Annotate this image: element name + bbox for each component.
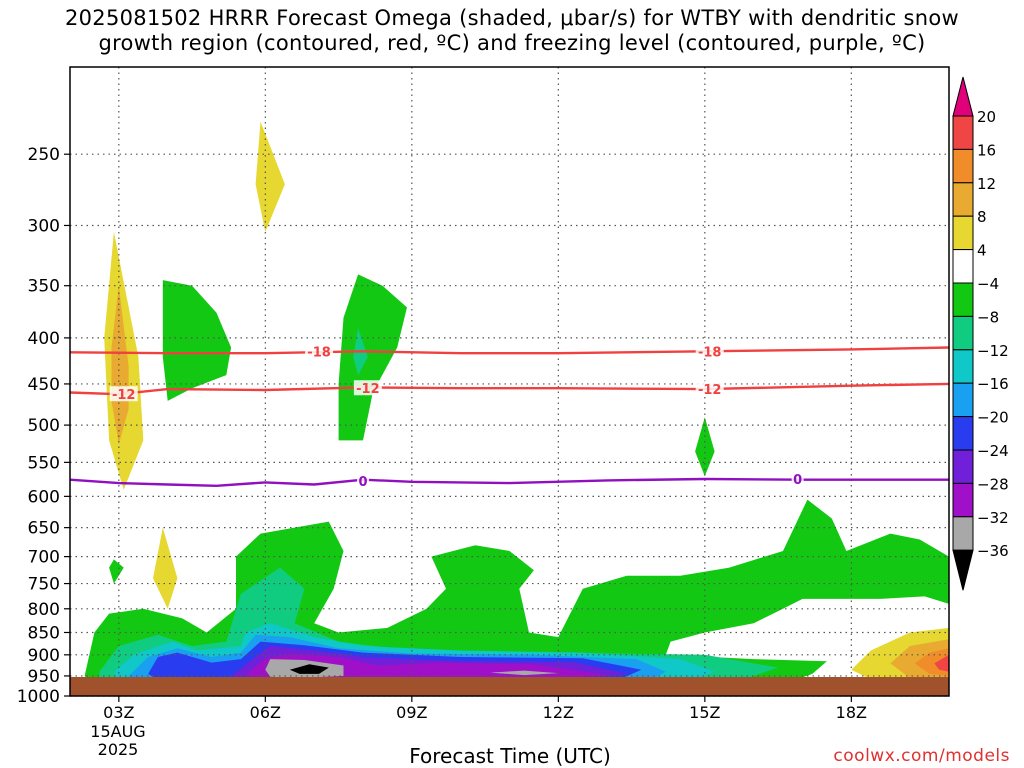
colorbar-label: 4 bbox=[977, 242, 987, 260]
colorbar-segment bbox=[952, 215, 974, 251]
contour-label-bg bbox=[695, 343, 724, 359]
y-tick-label: 850 bbox=[28, 623, 60, 643]
contour-line-1 bbox=[69, 382, 950, 396]
colorbar-label: −12 bbox=[977, 342, 1009, 360]
y-tick-label: 300 bbox=[28, 216, 60, 236]
colorbar-label: −20 bbox=[977, 409, 1009, 427]
omega-region-17 bbox=[490, 670, 559, 676]
contour-label-bg bbox=[357, 473, 369, 489]
colorbar: 20 16 12 8 4 −4 −8 −12 −16 −20 −24 −28 −32 −36 bbox=[952, 76, 1009, 591]
omega-region-18 bbox=[289, 664, 329, 674]
x-tick-label: 09Z bbox=[396, 703, 427, 722]
y-tick-label: 750 bbox=[28, 575, 60, 595]
colorbar-segment bbox=[952, 282, 974, 317]
grid bbox=[70, 67, 949, 697]
colorbar-segment bbox=[952, 449, 974, 484]
omega-region-5 bbox=[338, 274, 407, 441]
colorbar-segment bbox=[952, 382, 974, 418]
contour-label: 0 bbox=[793, 473, 802, 488]
colorbar-label: −16 bbox=[977, 375, 1009, 393]
x-tick-label: 12Z bbox=[543, 703, 574, 722]
contour-label: -12 bbox=[356, 382, 380, 397]
contour-label-bg bbox=[791, 471, 804, 487]
date-label-year: 2025 bbox=[97, 740, 139, 759]
colorbar-segment bbox=[952, 148, 974, 184]
colorbar-label: −8 bbox=[977, 308, 999, 326]
colorbar-segment bbox=[952, 249, 974, 284]
x-tick-label: 18Z bbox=[836, 703, 867, 722]
colorbar-segment bbox=[952, 182, 974, 217]
contour-label: 0 bbox=[358, 475, 367, 490]
contour-label-bg bbox=[305, 343, 334, 359]
y-tick-label: 500 bbox=[28, 416, 60, 436]
colorbar-label: −32 bbox=[977, 509, 1009, 527]
omega-region-8 bbox=[109, 559, 124, 584]
x-axis-label: Forecast Time (UTC) bbox=[409, 744, 611, 768]
ground-surface bbox=[70, 677, 949, 696]
omega-region-3 bbox=[153, 527, 178, 609]
omega-region-2 bbox=[255, 121, 285, 232]
x-axis: 03Z 06Z 09Z 12Z 15Z 18Z bbox=[103, 696, 867, 722]
contour-label-bg bbox=[109, 386, 138, 402]
y-tick-label: 450 bbox=[28, 375, 60, 395]
colorbar-label: 8 bbox=[977, 208, 987, 226]
y-tick-label: 600 bbox=[28, 487, 60, 507]
colorbar-label: 12 bbox=[977, 175, 996, 193]
omega-region-1 bbox=[111, 285, 129, 445]
y-tick-label: 550 bbox=[28, 453, 60, 473]
contours: -18 -18 -12 -12 -12 0 0 bbox=[69, 343, 950, 490]
colorbar-label: −24 bbox=[977, 442, 1009, 460]
colorbar-label: −28 bbox=[977, 475, 1009, 493]
colorbar-label: 16 bbox=[977, 141, 996, 159]
x-tick-label: 03Z bbox=[103, 703, 134, 722]
colorbar-segment bbox=[952, 76, 974, 117]
y-tick-label: 400 bbox=[28, 329, 60, 349]
y-tick-label: 800 bbox=[28, 600, 60, 620]
contour-label: -12 bbox=[698, 383, 722, 398]
chart-title: 2025081502 HRRR Forecast Omega (shaded, … bbox=[64, 6, 959, 55]
contour-label-bg bbox=[353, 380, 382, 396]
omega-region-4 bbox=[162, 280, 232, 401]
colorbar-label: −36 bbox=[977, 542, 1009, 560]
y-tick-label: 250 bbox=[28, 145, 60, 165]
y-tick-label: 700 bbox=[28, 548, 60, 568]
omega-region-22 bbox=[934, 654, 949, 672]
colorbar-label: −4 bbox=[977, 275, 999, 293]
contour-label: -18 bbox=[698, 345, 722, 360]
colorbar-segment bbox=[952, 549, 974, 591]
y-tick-label: 350 bbox=[28, 277, 60, 297]
contour-label: -18 bbox=[307, 345, 331, 360]
contour-label-bg bbox=[695, 381, 724, 397]
colorbar-segment bbox=[952, 416, 974, 451]
colorbar-label: 20 bbox=[977, 108, 996, 126]
credit-link[interactable]: coolwx.com/models bbox=[833, 746, 1010, 766]
x-tick-label: 15Z bbox=[689, 703, 720, 722]
y-tick-label: 950 bbox=[28, 667, 60, 687]
contour-line-0 bbox=[69, 346, 950, 355]
y-axis: 250 300 350 400 450 500 550 600 650 700 750 800 850 9… bbox=[17, 145, 70, 707]
colorbar-segment bbox=[952, 349, 974, 384]
y-tick-label: 650 bbox=[28, 519, 60, 539]
date-label-day: 15AUG bbox=[90, 722, 146, 741]
colorbar-segment bbox=[952, 315, 974, 351]
y-tick-label: 1000 bbox=[17, 687, 60, 707]
colorbar-segment bbox=[952, 482, 974, 518]
x-tick-label: 06Z bbox=[250, 703, 281, 722]
colorbar-segment bbox=[952, 516, 974, 551]
plot-frame bbox=[69, 66, 950, 697]
contour-label: -12 bbox=[112, 388, 136, 403]
omega-shading bbox=[84, 121, 950, 687]
colorbar-segment bbox=[952, 115, 974, 150]
y-tick-label: 900 bbox=[28, 646, 60, 666]
